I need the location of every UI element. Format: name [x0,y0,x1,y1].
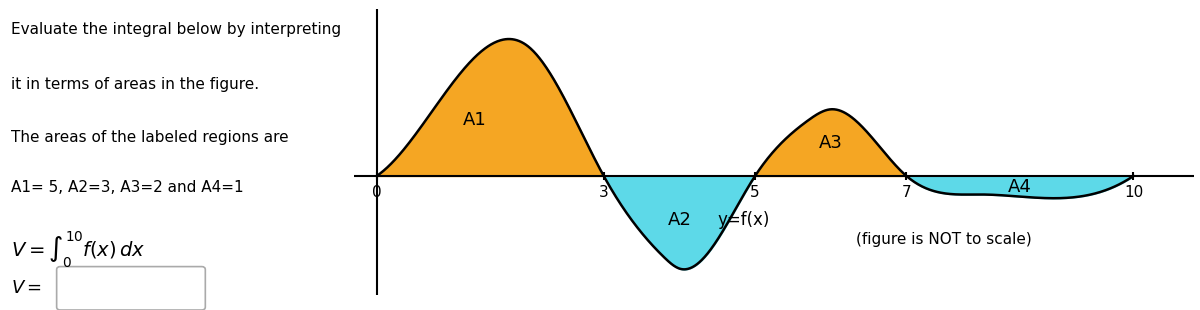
Text: 3: 3 [599,185,608,200]
Text: $V =$: $V =$ [11,279,42,297]
Text: 10: 10 [1124,185,1144,200]
Text: A2: A2 [667,211,691,229]
Text: 0: 0 [372,185,382,200]
Text: (figure is NOT to scale): (figure is NOT to scale) [857,232,1032,246]
Text: $V = \int_0^{10} f(x)\,dx$: $V = \int_0^{10} f(x)\,dx$ [11,229,145,270]
Text: A3: A3 [818,134,842,152]
Text: 5: 5 [750,185,760,200]
Text: The areas of the labeled regions are: The areas of the labeled regions are [11,130,288,145]
Text: y=f(x): y=f(x) [718,211,769,229]
FancyBboxPatch shape [56,267,205,310]
Text: A1: A1 [463,111,487,129]
Text: Evaluate the integral below by interpreting: Evaluate the integral below by interpret… [11,22,341,37]
Text: 7: 7 [901,185,911,200]
Text: it in terms of areas in the figure.: it in terms of areas in the figure. [11,78,259,92]
Text: A4: A4 [1008,178,1032,196]
Text: A1= 5, A2=3, A3=2 and A4=1: A1= 5, A2=3, A3=2 and A4=1 [11,180,244,195]
